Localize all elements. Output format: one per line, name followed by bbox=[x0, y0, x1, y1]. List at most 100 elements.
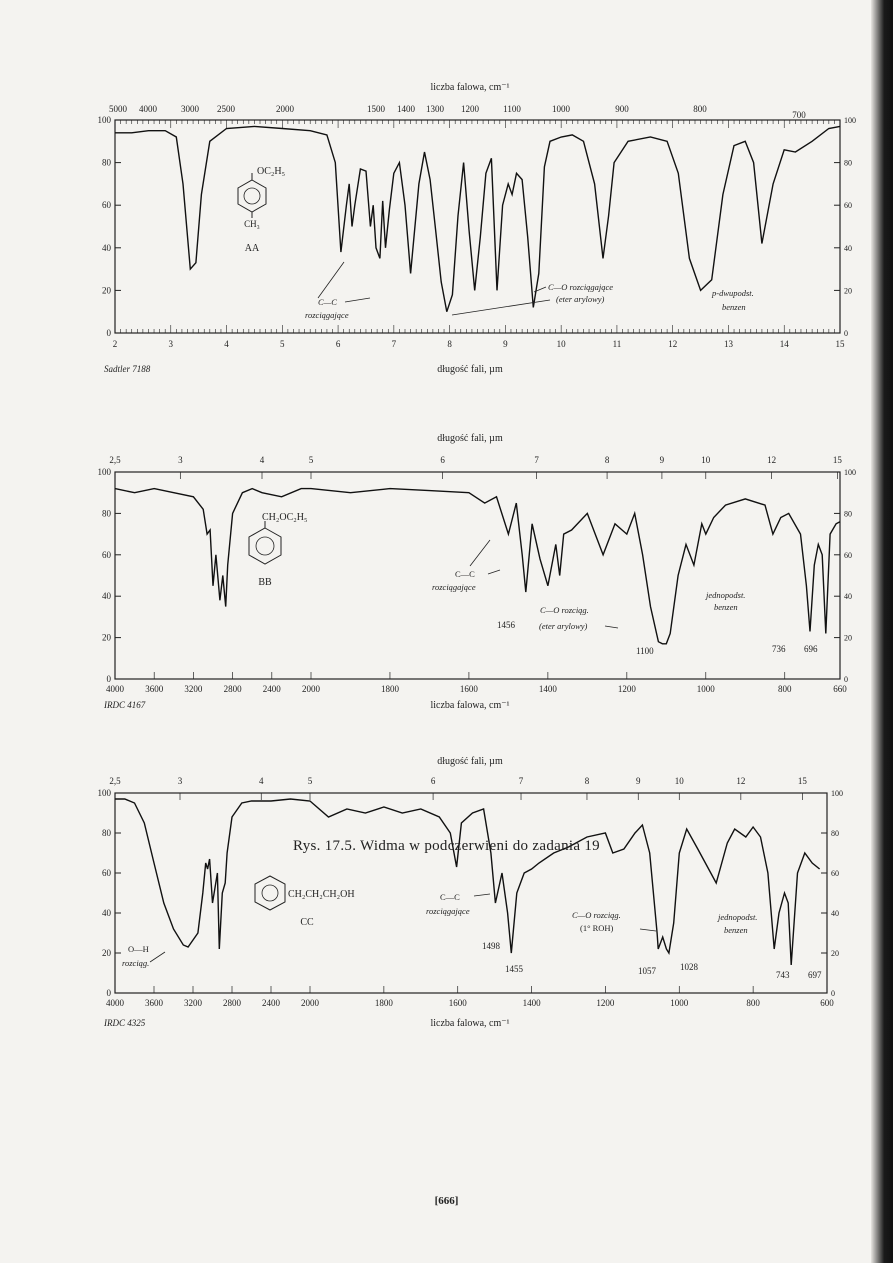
aa-y-tick-left: 40 bbox=[102, 243, 112, 253]
bb-top-tick: 9 bbox=[660, 455, 665, 465]
aa-y-tick-left: 80 bbox=[102, 158, 112, 168]
bb-plot-frame bbox=[114, 471, 841, 680]
aa-y-tick-right: 40 bbox=[844, 244, 852, 253]
cc-spectrum-line bbox=[115, 798, 821, 966]
bb-y-tick-right: 20 bbox=[844, 634, 852, 643]
bb-arrow-co bbox=[604, 625, 619, 629]
page-edge-shadow bbox=[871, 0, 893, 1263]
aa-bottom-tick: 10 bbox=[557, 339, 567, 349]
bb-annot-co-1: C—O rozciąg. bbox=[540, 605, 589, 615]
bb-annot-cc-1: C—C bbox=[455, 569, 475, 579]
bb-y-tick-left: 40 bbox=[102, 591, 112, 601]
cc-formula: CH₂CH₂CH₂OH bbox=[288, 889, 355, 900]
cc-top-ticks: 2,5 3 4 5 6 7 8 9 10 12 15 bbox=[109, 776, 807, 786]
cc-peak-1057: 1057 bbox=[638, 966, 657, 976]
aa-top-tick: 1500 bbox=[367, 104, 386, 114]
spectrum-aa: liczba falowa, cm⁻¹ 5000 4000 3000 2500 … bbox=[0, 0, 893, 400]
bb-bottom-tick: 3600 bbox=[145, 684, 164, 694]
bb-bottom-axis-title: liczba falowa, cm⁻¹ bbox=[430, 700, 509, 711]
cc-top-tick: 7 bbox=[519, 776, 524, 786]
bb-bottom-tick: 1600 bbox=[460, 684, 479, 694]
cc-y-tick-left: 40 bbox=[102, 908, 112, 918]
bb-top-tick: 10 bbox=[701, 455, 711, 465]
cc-y-tick-left: 0 bbox=[107, 988, 112, 998]
cc-y-tick-right: 40 bbox=[831, 909, 839, 918]
aa-compound-label: AA bbox=[245, 243, 260, 254]
cc-structure: CH₂CH₂CH₂OH CC bbox=[254, 875, 355, 928]
bb-gridlines bbox=[114, 471, 841, 680]
figure-caption: Rys. 17.5. Widma w podczerwieni do zadan… bbox=[293, 838, 600, 854]
bb-top-tick: 12 bbox=[767, 455, 776, 465]
cc-compound-label: CC bbox=[300, 917, 314, 928]
aa-bottom-tick: 8 bbox=[447, 339, 452, 349]
aa-annot-benz-1: p-dwupodst. bbox=[711, 288, 754, 298]
aa-y-tick-right: 60 bbox=[844, 201, 852, 210]
bb-peak-1100: 1100 bbox=[636, 646, 654, 656]
aa-top-tick: 3000 bbox=[181, 104, 200, 114]
bb-y-tick-left: 80 bbox=[102, 508, 112, 518]
aa-bottom-tick: 4 bbox=[224, 339, 229, 349]
bb-compound-label: BB bbox=[258, 577, 272, 588]
cc-bottom-tick: 1800 bbox=[375, 998, 394, 1008]
aa-bottom-tick: 9 bbox=[503, 339, 508, 349]
bb-bottom-tick: 2800 bbox=[224, 684, 243, 694]
cc-top-tick: 3 bbox=[178, 776, 183, 786]
aa-annotations: C—C rozciągające C—O rozciągające (eter … bbox=[305, 261, 754, 320]
bb-benzene-ring-icon bbox=[248, 527, 282, 565]
aa-bottom-tick: 7 bbox=[392, 339, 397, 349]
cc-peak-697: 697 bbox=[808, 970, 822, 980]
aa-bottom-tick: 15 bbox=[836, 339, 846, 349]
cc-y-tick-right: 60 bbox=[831, 869, 839, 878]
aa-annot-cc-2: rozciągające bbox=[305, 310, 349, 320]
bb-bottom-tick: 800 bbox=[778, 684, 792, 694]
aa-y-tick-left: 20 bbox=[102, 285, 112, 295]
aa-top-tick: 1000 bbox=[552, 104, 571, 114]
cc-bottom-tick: 800 bbox=[746, 998, 760, 1008]
bb-y-tick-right: 100 bbox=[844, 468, 856, 477]
bb-bottom-tick: 1800 bbox=[381, 684, 400, 694]
aa-y-tick-left: 100 bbox=[98, 115, 112, 125]
bb-bottom-tick: 1000 bbox=[697, 684, 716, 694]
bb-bottom-tick: 2000 bbox=[302, 684, 321, 694]
cc-plot-frame bbox=[114, 792, 828, 994]
cc-top-tick: 6 bbox=[431, 776, 436, 786]
cc-y-tick-left: 80 bbox=[102, 828, 112, 838]
cc-bottom-tick: 1200 bbox=[596, 998, 615, 1008]
aa-top-tick: 800 bbox=[693, 104, 707, 114]
bb-annot-benz-2: benzen bbox=[714, 602, 738, 612]
cc-top-tick: 15 bbox=[798, 776, 808, 786]
bb-y-tick-left: 60 bbox=[102, 550, 112, 560]
bb-top-tick: 15 bbox=[833, 455, 843, 465]
bb-bottom-tick: 1400 bbox=[539, 684, 558, 694]
cc-y-tick-left: 100 bbox=[98, 788, 112, 798]
cc-benzene-ring-icon bbox=[254, 875, 286, 911]
cc-bottom-tick: 3600 bbox=[145, 998, 164, 1008]
cc-y-tick-left: 60 bbox=[102, 868, 112, 878]
bb-y-tick-right: 0 bbox=[844, 675, 848, 684]
cc-annot-oh-1: O—H bbox=[128, 944, 149, 954]
cc-bottom-tick: 4000 bbox=[106, 998, 125, 1008]
aa-arrow-co-2 bbox=[451, 299, 551, 316]
bb-spectrum-line bbox=[114, 487, 841, 645]
bb-annot-cc-2: rozciągające bbox=[432, 582, 476, 592]
aa-annot-co-1: C—O rozciągające bbox=[548, 282, 613, 292]
cc-annot-benz-1: jednopodst. bbox=[717, 912, 757, 922]
cc-y-ticks: 0 0 20 20 40 40 60 60 80 80 100 100 bbox=[98, 788, 844, 998]
bb-arrow-cc bbox=[487, 569, 501, 575]
aa-source: Sadtler 7188 bbox=[104, 364, 151, 374]
bb-peak-736: 736 bbox=[772, 644, 786, 654]
aa-top-ticks: 5000 4000 3000 2500 2000 1500 1400 1300 … bbox=[109, 104, 806, 120]
bb-top-ticks: 2,5 3 4 5 6 7 8 9 10 12 15 bbox=[109, 455, 842, 465]
aa-aromatic-circle-icon bbox=[243, 187, 261, 205]
cc-aromatic-circle-icon bbox=[261, 884, 279, 902]
cc-top-tick: 8 bbox=[585, 776, 590, 786]
aa-top-axis-title: liczba falowa, cm⁻¹ bbox=[430, 82, 509, 93]
bb-annot-co-2: (eter arylowy) bbox=[539, 621, 588, 631]
cc-top-tick: 4 bbox=[259, 776, 264, 786]
cc-bottom-tick: 1600 bbox=[449, 998, 468, 1008]
bb-bottom-tick: 660 bbox=[833, 684, 847, 694]
aa-bottom-tick: 11 bbox=[613, 339, 622, 349]
aa-y-tick-right: 100 bbox=[844, 116, 856, 125]
cc-bottom-tick: 600 bbox=[820, 998, 834, 1008]
cc-peak-743: 743 bbox=[776, 970, 790, 980]
